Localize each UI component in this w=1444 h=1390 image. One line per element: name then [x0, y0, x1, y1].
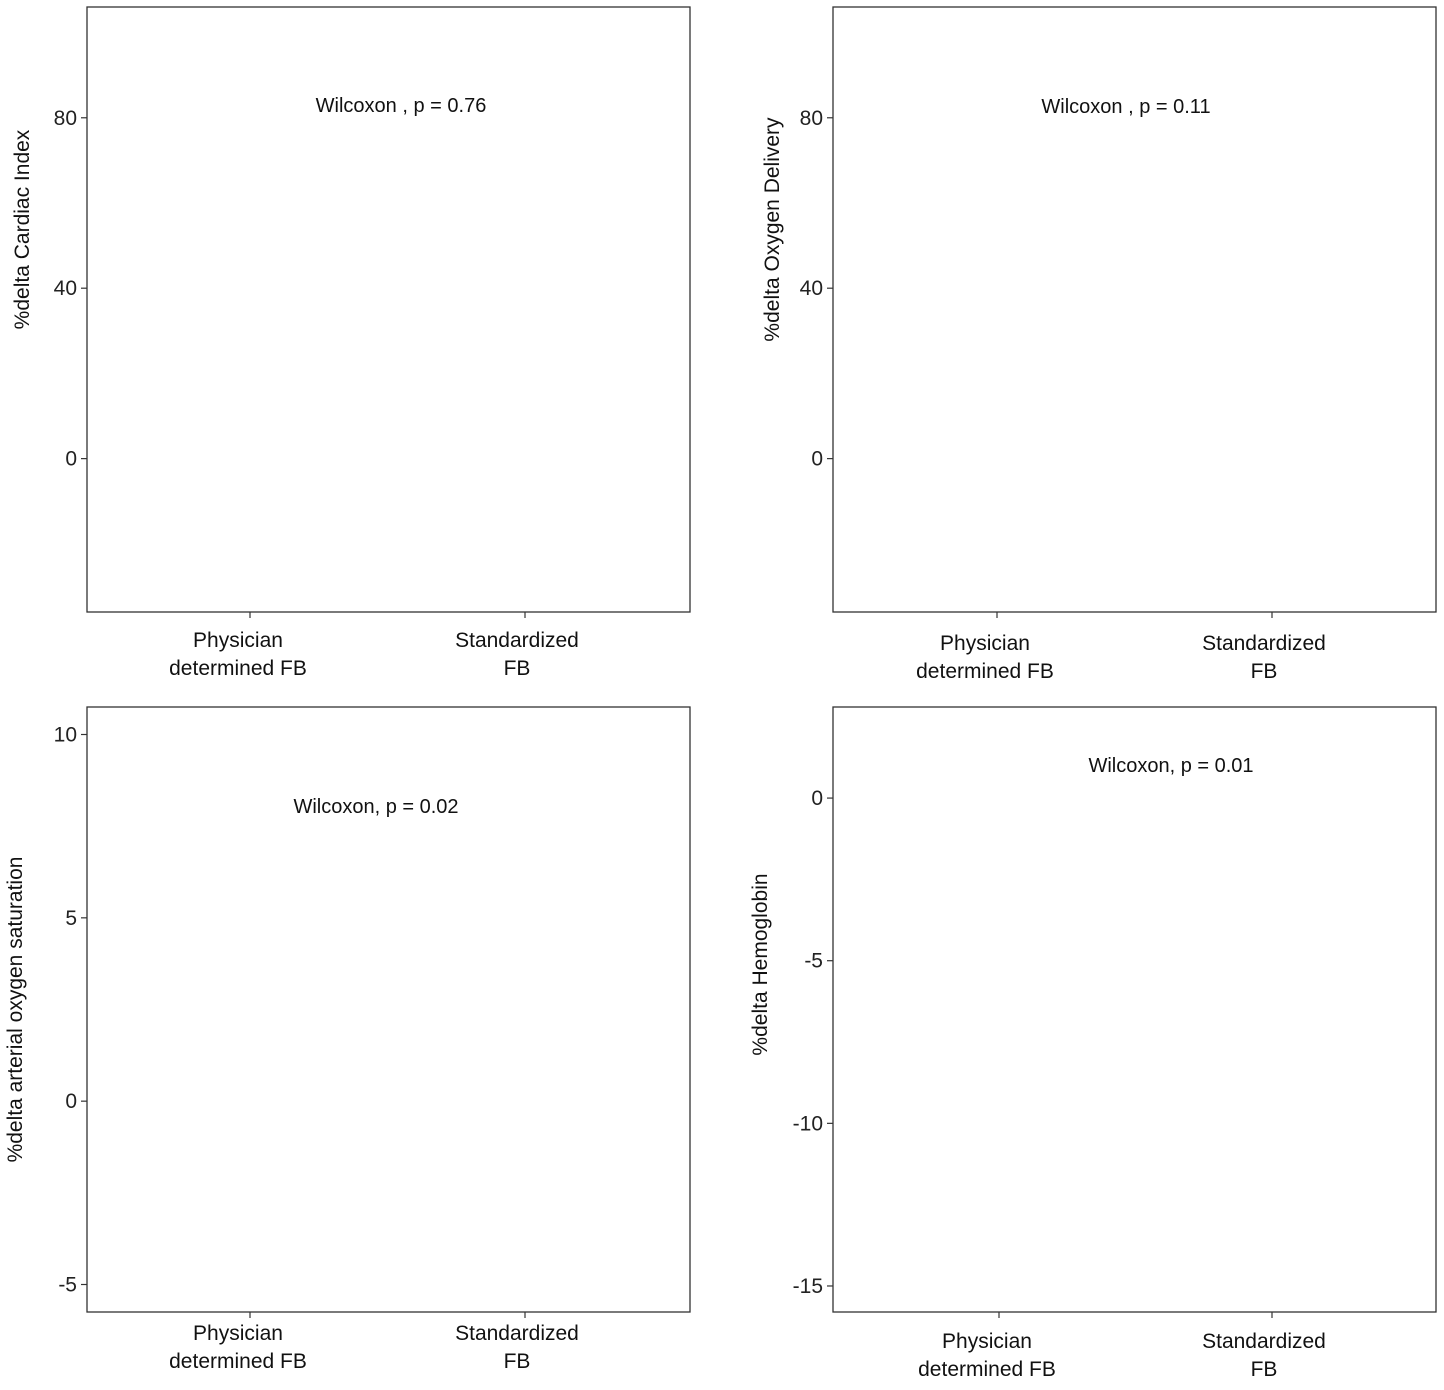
category-label: FB: [504, 1350, 531, 1373]
panel-arterial-oxygen-saturation: -5 0 5 10 Physician determined FB Standardized…: [4, 706, 691, 1373]
y-tick-label: 80: [800, 107, 823, 130]
category-label: determined FB: [916, 660, 1054, 683]
y-tick-label: 0: [811, 448, 823, 471]
y-axis-title: %delta Cardiac Index: [11, 129, 34, 329]
y-axis-title: %delta Hemoglobin: [749, 873, 772, 1055]
category-label: determined FB: [918, 1358, 1056, 1381]
category-label: Standardized: [455, 1322, 579, 1345]
y-tick-label: 80: [54, 107, 77, 130]
panel-border: [86, 706, 691, 1313]
category-label: Physician: [193, 629, 283, 652]
y-tick-label: -15: [793, 1275, 823, 1298]
y-tick-label: -5: [58, 1274, 77, 1297]
panel-oxygen-delivery: 0 40 80 Physician determined FB Standardized F…: [761, 6, 1437, 683]
y-tick-label: 40: [54, 277, 77, 300]
category-label: Physician: [193, 1322, 283, 1345]
wilcoxon-annotation: Wilcoxon, p = 0.01: [1088, 755, 1253, 777]
y-tick-label: 40: [800, 277, 823, 300]
category-label: determined FB: [169, 1350, 307, 1373]
panel-hemoglobin: -15 -10 -5 0 Physician determined FB Standardi…: [749, 706, 1437, 1381]
category-label: Physician: [942, 1330, 1032, 1353]
category-label: FB: [1251, 1358, 1278, 1381]
category-label: FB: [504, 657, 531, 680]
wilcoxon-annotation: Wilcoxon, p = 0.02: [293, 796, 458, 818]
y-tick-label: 0: [65, 448, 77, 471]
y-axis-title: %delta arterial oxygen saturation: [4, 857, 27, 1163]
y-tick-label: 0: [811, 787, 823, 810]
category-label: determined FB: [169, 657, 307, 680]
y-axis-title: %delta Oxygen Delivery: [761, 117, 784, 342]
y-tick-label: -5: [804, 950, 823, 973]
category-label: Standardized: [1202, 1330, 1326, 1353]
category-label: Standardized: [1202, 632, 1326, 655]
y-tick-label: -10: [793, 1112, 823, 1135]
category-label: Standardized: [455, 629, 579, 652]
y-tick-label: 5: [65, 907, 77, 930]
panel-border: [832, 706, 1437, 1313]
y-tick-label: 10: [54, 724, 77, 747]
panel-cardiac-index: 0 40 80 Physician determined FB Standardized F…: [11, 6, 691, 680]
wilcoxon-annotation: Wilcoxon , p = 0.76: [316, 95, 487, 117]
wilcoxon-annotation: Wilcoxon , p = 0.11: [1041, 96, 1210, 118]
panel-border: [832, 6, 1437, 613]
category-label: FB: [1251, 660, 1278, 683]
panel-border: [86, 6, 691, 613]
y-tick-label: 0: [65, 1090, 77, 1113]
category-label: Physician: [940, 632, 1030, 655]
